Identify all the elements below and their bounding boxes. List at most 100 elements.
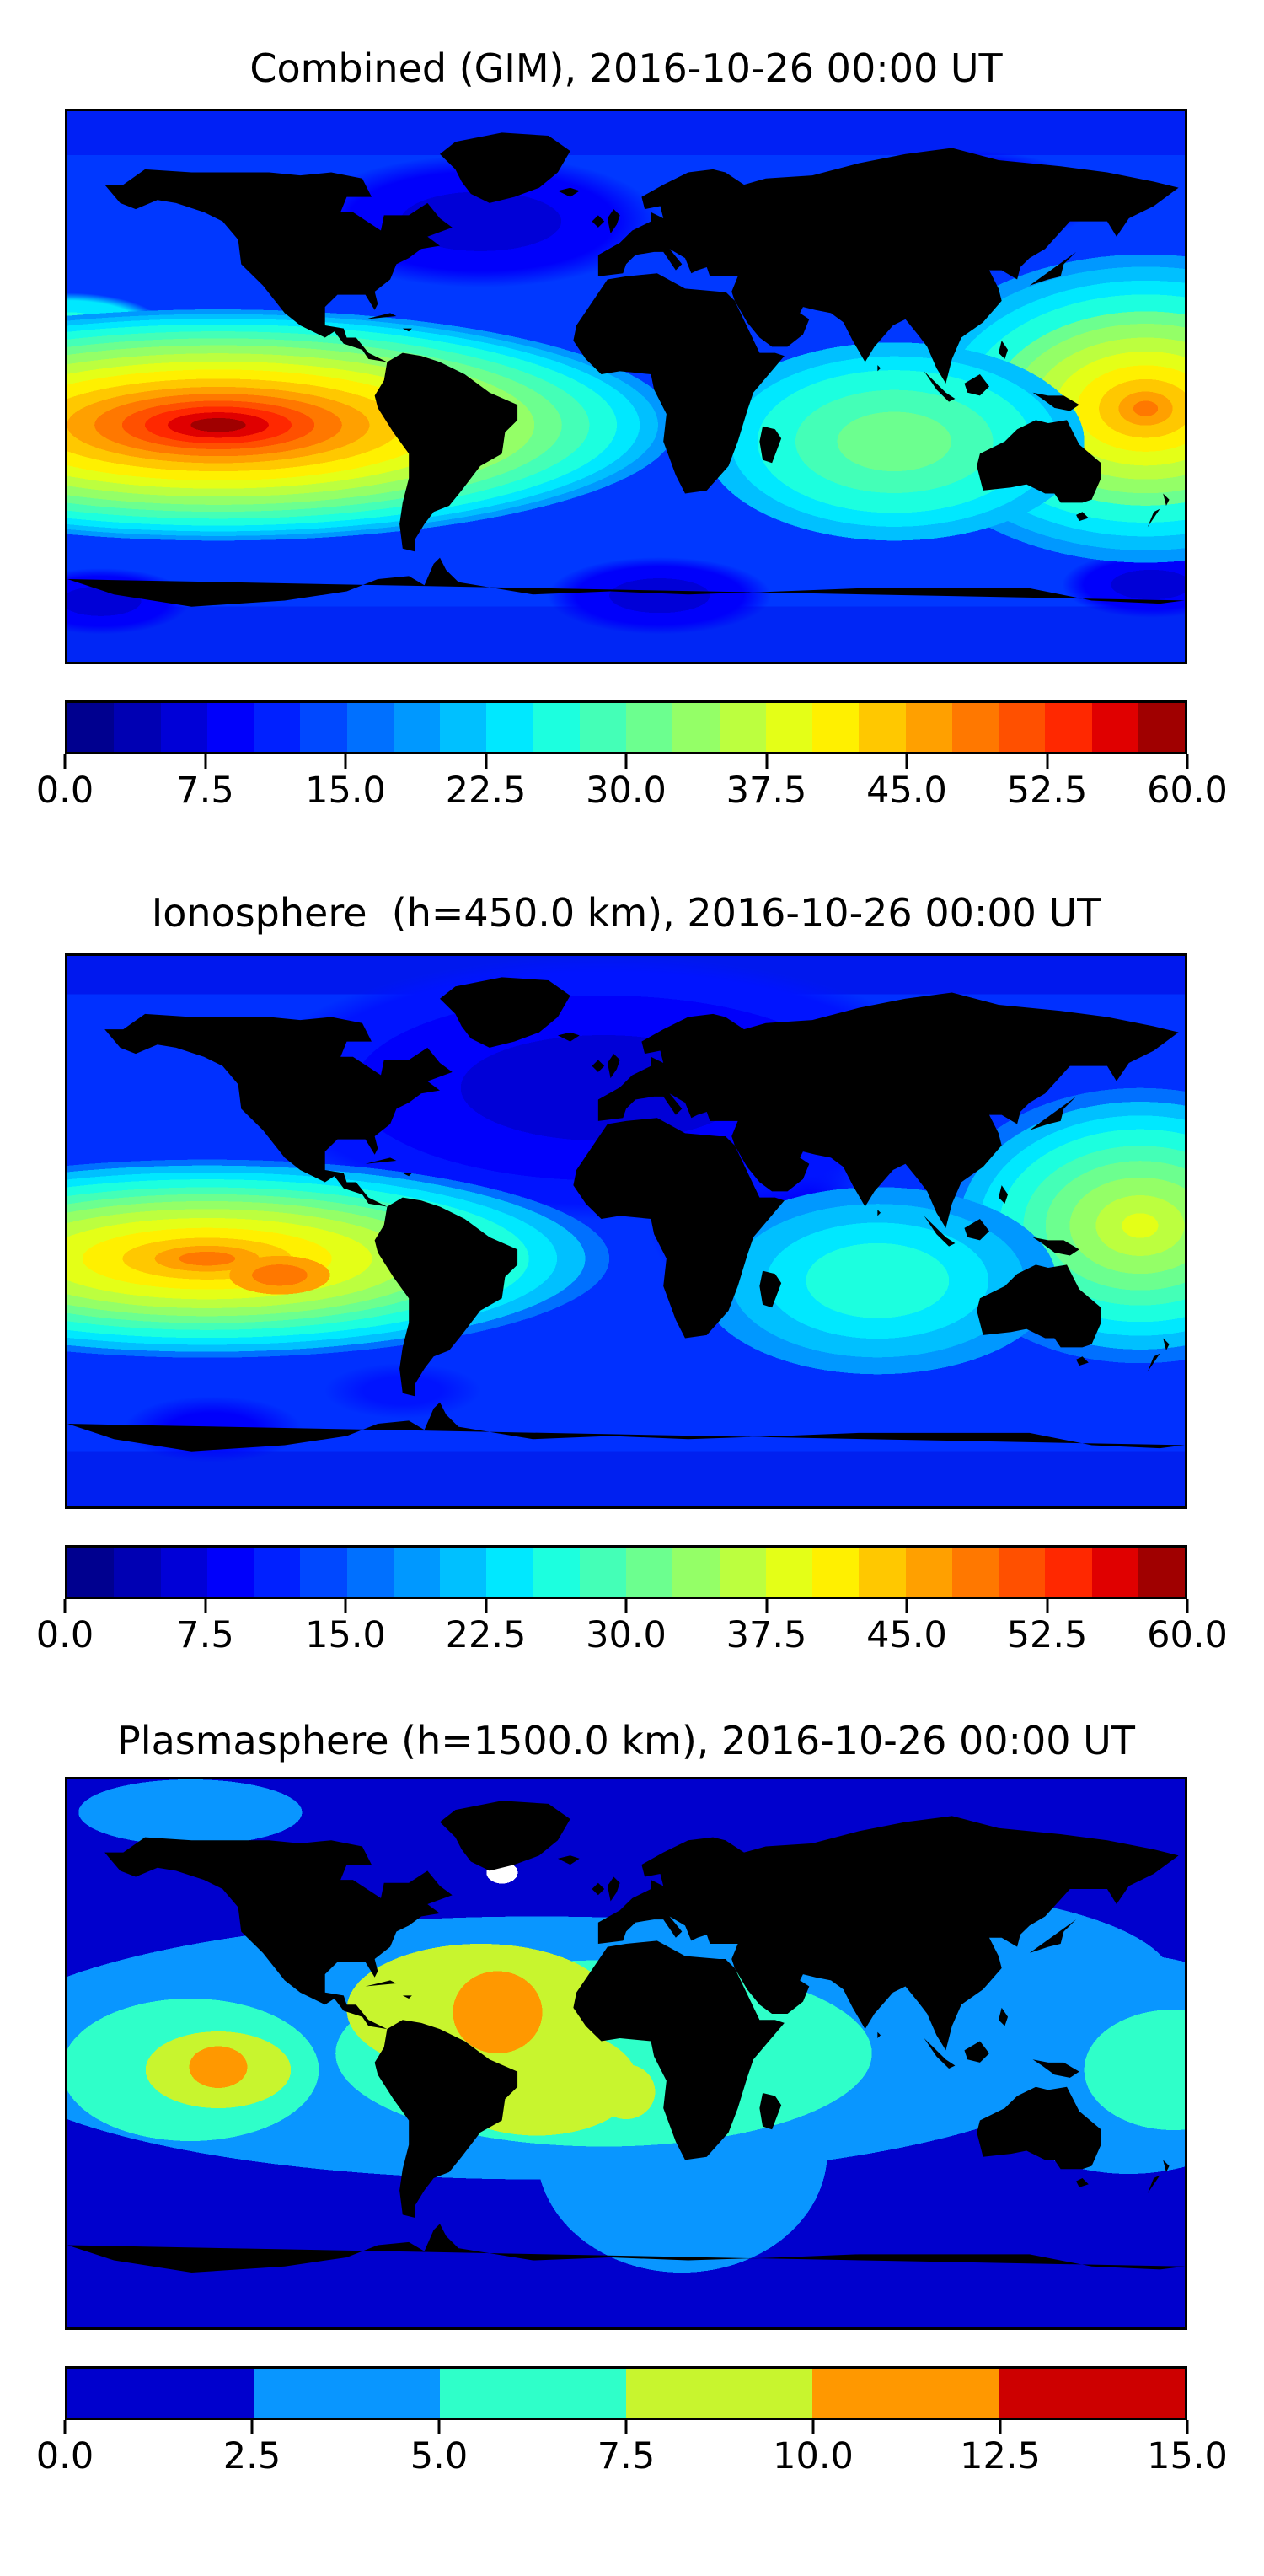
colorbar-tickmarks	[63, 2420, 1189, 2434]
colorbar-bar	[65, 700, 1187, 754]
colorbar-segment	[67, 1548, 115, 1597]
colorbar-tick-label: 15.0	[305, 1614, 386, 1656]
coastline-plasmasphere	[67, 1801, 1185, 2273]
panel-combined: Combined (GIM), 2016-10-26 00:00 UT 0.0 7…	[36, 46, 1228, 812]
map-combined	[65, 109, 1187, 664]
colorbar-tick-label: 0.0	[35, 770, 94, 812]
colorbar-segment	[812, 703, 860, 752]
colorbar-tick-label: 2.5	[222, 2435, 281, 2477]
colorbar-segment	[951, 703, 999, 752]
colorbar-tick	[624, 2420, 628, 2434]
colorbar-tick	[250, 2420, 254, 2434]
colorbar-segment	[719, 703, 766, 752]
colorbar-tick-label: 52.5	[1006, 1614, 1088, 1656]
coastline-combined	[67, 132, 1185, 607]
colorbar-tick	[344, 754, 347, 769]
colorbar-segment	[626, 1548, 673, 1597]
coastline-ionosphere	[67, 977, 1185, 1452]
colorbar-tick-label: 60.0	[1147, 1614, 1228, 1656]
colorbar-segment	[486, 703, 533, 752]
colorbar-segment	[626, 703, 673, 752]
colorbar-segment	[254, 703, 301, 752]
colorbar-tick-label: 0.0	[35, 1614, 94, 1656]
colorbar-segment	[1045, 1548, 1092, 1597]
colorbar-segment	[206, 1548, 254, 1597]
colorbar-tick-label: 52.5	[1006, 770, 1088, 812]
colorbar-ticklabels: 0.0 7.5 15.0 22.5 30.0 37.5 45.0 52.5 60.0	[36, 770, 1228, 812]
colorbar-segment	[254, 2369, 440, 2418]
colorbar-segment	[812, 2369, 999, 2418]
colorbar-tick-label: 22.5	[445, 770, 527, 812]
panel-title-combined: Combined (GIM), 2016-10-26 00:00 UT	[249, 46, 1003, 91]
colorbar-segment	[114, 1548, 161, 1597]
colorbar-tick	[204, 754, 206, 769]
colorbar-tick	[999, 2420, 1002, 2434]
colorbar-segment	[206, 703, 254, 752]
colorbar-ticklabels: 0.0 7.5 15.0 22.5 30.0 37.5 45.0 52.5 60.0	[36, 1614, 1228, 1656]
colorbar-tick-label: 5.0	[410, 2435, 469, 2477]
colorbar-tick-label: 7.5	[597, 2435, 656, 2477]
colorbar-tick-label: 37.5	[726, 1614, 807, 1656]
colorbar-segment	[114, 703, 161, 752]
colorbar-tick	[1186, 1599, 1189, 1613]
colorbar-tick	[905, 754, 908, 769]
panel-title-plasmasphere: Plasmasphere (h=1500.0 km), 2016-10-26 0…	[117, 1718, 1135, 1763]
colorbar-tick	[63, 754, 67, 769]
colorbar-tick	[485, 1599, 487, 1613]
colorbar-segment	[672, 703, 720, 752]
colorbar-tick	[204, 1599, 206, 1613]
colorbar-segment	[999, 2369, 1185, 2418]
colorbar-tick	[344, 1599, 347, 1613]
colorbar-tick	[485, 754, 487, 769]
colorbar-segment	[67, 2369, 254, 2418]
colorbar-segment	[905, 703, 952, 752]
colorbar-segment	[160, 703, 207, 752]
colorbar-tick	[624, 1599, 628, 1613]
colorbar-segment	[440, 2369, 626, 2418]
colorbar-segment	[440, 703, 487, 752]
panel-ionosphere: Ionosphere (h=450.0 km), 2016-10-26 00:0…	[36, 890, 1228, 1656]
colorbar-segment	[533, 1548, 580, 1597]
panel-plasmasphere: Plasmasphere (h=1500.0 km), 2016-10-26 0…	[36, 1718, 1228, 2477]
colorbar-segment	[1138, 703, 1185, 752]
colorbar-tick	[1186, 2420, 1189, 2434]
colorbar-segment	[719, 1548, 766, 1597]
colorbar-segment	[579, 703, 626, 752]
colorbar-tick	[63, 2420, 67, 2434]
colorbar-segment	[905, 1548, 952, 1597]
colorbar-tick-label: 37.5	[726, 770, 807, 812]
colorbar-segment	[626, 2369, 812, 2418]
colorbar-segment	[579, 1548, 626, 1597]
colorbar-bar	[65, 2366, 1187, 2420]
colorbar-tick	[1186, 754, 1189, 769]
colorbar-tick-label: 7.5	[176, 1614, 234, 1656]
colorbar-segment	[300, 703, 347, 752]
colorbar-segment	[1045, 703, 1092, 752]
map-ionosphere	[65, 953, 1187, 1509]
colorbar-tick-label: 30.0	[586, 1614, 667, 1656]
colorbar-tick-label: 22.5	[445, 1614, 527, 1656]
colorbar-tick-label: 7.5	[176, 770, 234, 812]
colorbar-segment	[393, 703, 440, 752]
colorbar-tickmarks	[63, 754, 1189, 769]
colorbar-segment	[765, 1548, 812, 1597]
colorbar-segment	[254, 1548, 301, 1597]
colorbar-tick-label: 30.0	[586, 770, 667, 812]
colorbar-tick-label: 60.0	[1147, 770, 1228, 812]
colorbar-tick-label: 10.0	[773, 2435, 854, 2477]
map-plasmasphere	[65, 1777, 1187, 2330]
colorbar-ticklabels: 0.0 2.5 5.0 7.5 10.0 12.5 15.0	[36, 2435, 1228, 2477]
colorbar-segment	[393, 1548, 440, 1597]
panel-title-ionosphere: Ionosphere (h=450.0 km), 2016-10-26 00:0…	[151, 890, 1101, 936]
colorbar-bar	[65, 1545, 1187, 1599]
colorbar-segment	[999, 1548, 1046, 1597]
colorbar-segment	[160, 1548, 207, 1597]
colorbar-segment	[67, 703, 115, 752]
colorbar-tick-label: 15.0	[305, 770, 386, 812]
colorbar-segment	[346, 703, 394, 752]
colorbar-tick-label: 45.0	[866, 770, 947, 812]
colorbar-segment	[533, 703, 580, 752]
colorbar-tick	[765, 1599, 768, 1613]
colorbar-segment	[346, 1548, 394, 1597]
colorbar-segment	[999, 703, 1046, 752]
